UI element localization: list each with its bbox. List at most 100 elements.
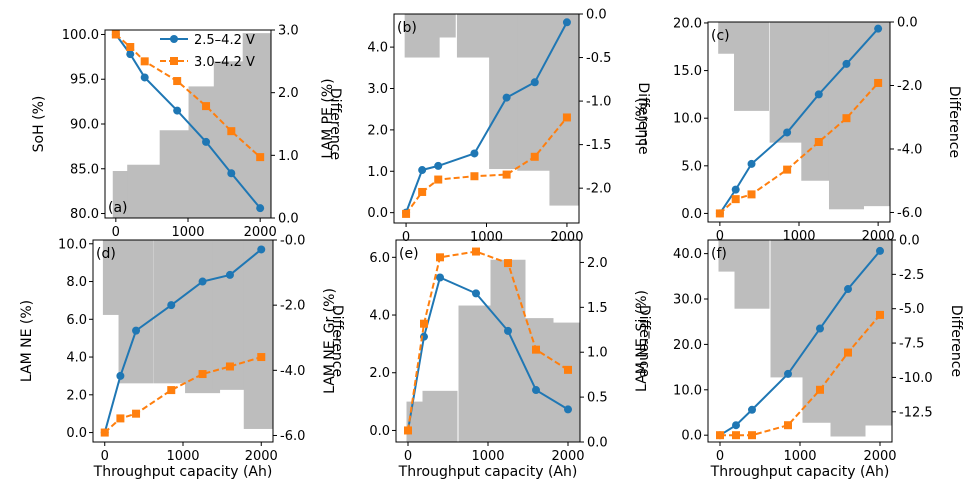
difference-bar: [769, 22, 805, 143]
series-point-b: [784, 421, 792, 430]
series-point-a: [225, 270, 234, 279]
difference-bars: [718, 22, 890, 210]
difference-bars: [102, 240, 273, 429]
panel-e: 0.0 2.0 4.0 6.0 0.0 0.5 1.0 1.5 2.0 0 1000 2000 LAM …: [322, 239, 652, 480]
legend-label: 2.5–4.2 V: [194, 33, 255, 48]
y2-tick-label: -5.0: [899, 302, 924, 317]
y-tick-label: 2.0: [369, 366, 390, 381]
series-point-a: [227, 169, 236, 178]
legend: 2.5–4.2 V 3.0–4.2 V: [160, 33, 255, 70]
y2-tick-label: 2.0: [278, 86, 299, 101]
y2-tick-label: 2.0: [587, 256, 608, 271]
series-point-b: [227, 127, 236, 136]
y2-tick-label: -2.0: [897, 79, 922, 94]
difference-bar: [517, 14, 553, 171]
x-tick-label: 2000: [245, 449, 278, 464]
y2-tick-label: -4.0: [897, 142, 922, 157]
series-point-b: [816, 385, 824, 394]
series-point-a: [844, 285, 852, 294]
y2-tick-label: -7.5: [899, 337, 924, 352]
y-tick-label: 10.0: [58, 237, 87, 252]
series-point-a: [436, 273, 444, 282]
series-point-a: [202, 137, 211, 146]
y2-tick-label: 1.0: [278, 149, 299, 164]
series-point-a: [256, 204, 265, 213]
y2-tick-label: 0.0: [899, 234, 920, 249]
x-axis-title: Throughput capacity (Ah): [398, 464, 578, 480]
y2-tick-label: -12.5: [899, 405, 933, 420]
y2-axis-title: Difference: [636, 305, 652, 377]
y-tick-label: 4.0: [367, 41, 388, 56]
y-tick-label: 90.0: [70, 118, 99, 133]
difference-bar: [862, 240, 892, 426]
y-axis-title: LAM NE (%): [19, 300, 35, 382]
series-point-a: [842, 59, 851, 68]
series-point-b: [470, 172, 479, 181]
series-point-a: [814, 90, 823, 99]
y2-tick-label: 0.0: [586, 8, 607, 23]
x-tick-label: 1000: [171, 225, 204, 240]
y-tick-label: 100.0: [62, 28, 99, 43]
series-point-a: [470, 149, 479, 158]
x-tick-label: 0: [716, 449, 724, 464]
x-tick-label: 2000: [550, 230, 583, 245]
y2-tick-label: -10.0: [899, 371, 933, 386]
panel-c: 0.05.010.015.020.0 0.0-2.0-4.0-6.00 1000 20…: [634, 16, 962, 245]
y-axis-title: LLI (%): [634, 98, 650, 146]
panel-b: 0.0 1.0 2.0 3.0 4.0 0.0 -0.5 -1.0 -1.5 -2.0 0 1000 2…: [320, 8, 651, 246]
series-point-b: [167, 386, 176, 395]
y2-tick-label: -0.5: [586, 51, 611, 66]
y-tick-label: 30.0: [673, 293, 702, 308]
y2-tick-label: -0.0: [280, 234, 305, 249]
y-tick-label: 0.0: [681, 429, 702, 444]
series-point-a: [140, 73, 149, 82]
y2-axis-title: Difference: [635, 82, 651, 154]
y-axis-title: LAM PE (%): [320, 78, 336, 158]
series-point-a: [530, 78, 539, 87]
y-tick-label: 3.0: [367, 82, 388, 97]
series-point-a: [504, 326, 512, 335]
y-tick-label: 2.0: [66, 388, 87, 403]
series-point-b: [256, 153, 265, 162]
y-tick-label: 8.0: [66, 275, 87, 290]
series-point-b: [436, 253, 444, 262]
series-point-b: [874, 78, 883, 87]
legend-marker: [170, 35, 178, 43]
y2-tick-label: -4.0: [280, 364, 305, 379]
y-tick-label: 0.0: [367, 206, 388, 221]
series-point-a: [748, 405, 756, 414]
y-tick-label: 10.0: [673, 112, 702, 127]
y-tick-label: 15.0: [673, 64, 702, 79]
series-point-b: [876, 310, 884, 319]
series-point-b: [731, 195, 740, 204]
series-point-a: [876, 246, 884, 255]
series-point-b: [198, 370, 207, 379]
difference-bars: [718, 240, 892, 437]
series-point-b: [434, 175, 443, 184]
legend-label: 3.0–4.2 V: [194, 55, 255, 70]
y-tick-label: 5.0: [681, 159, 702, 174]
series-point-a: [418, 166, 427, 175]
series-point-a: [116, 371, 125, 380]
series-point-b: [257, 353, 266, 362]
series-point-b: [814, 138, 823, 146]
series-point-b: [844, 348, 852, 357]
series-point-b: [716, 431, 724, 440]
y2-tick-label: -2.0: [280, 299, 305, 314]
series-point-b: [783, 165, 792, 174]
y-tick-label: 4.0: [66, 351, 87, 366]
series-point-b: [116, 414, 125, 423]
y2-axis-title: Difference: [327, 88, 343, 160]
y-tick-label: 1.0: [367, 165, 388, 180]
y-tick-label: 0.0: [369, 424, 390, 439]
y-axis-title: LAM NE_Gr (%): [322, 288, 338, 394]
panel-label: (b): [397, 20, 417, 36]
difference-bar: [118, 240, 154, 384]
series-point-a: [783, 128, 792, 137]
series-point-a: [472, 289, 480, 298]
panel-label: (f): [711, 246, 727, 262]
x-tick-label: 0: [402, 230, 410, 245]
difference-bar: [420, 14, 456, 38]
y-tick-label: 20.0: [673, 338, 702, 353]
difference-bar: [127, 164, 163, 218]
